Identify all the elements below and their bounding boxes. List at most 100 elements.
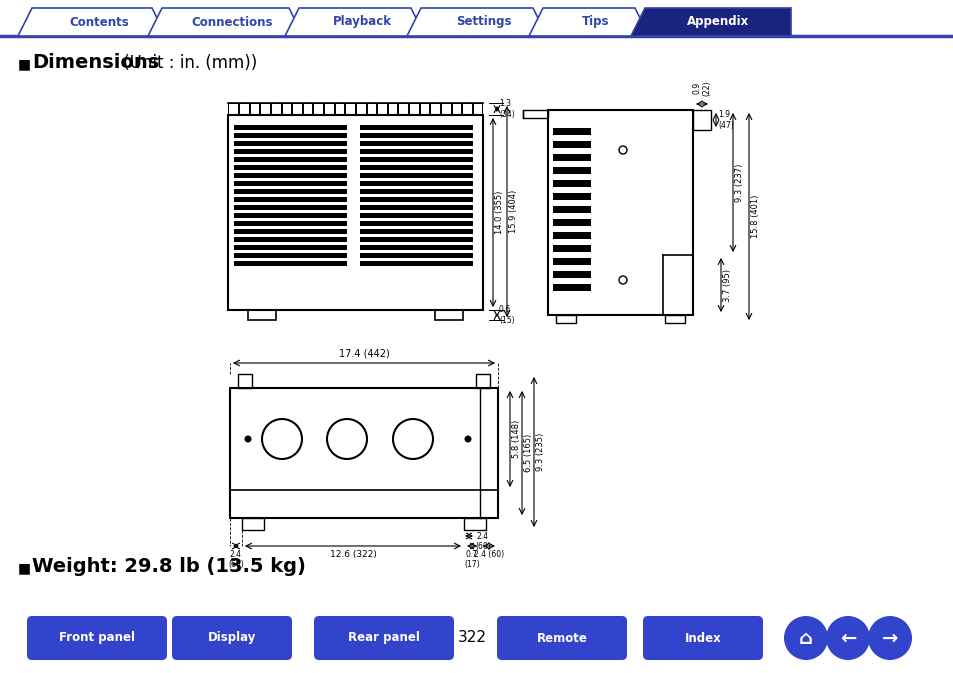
Bar: [359, 189, 473, 194]
Bar: [233, 221, 347, 226]
Bar: [345, 103, 355, 115]
Bar: [233, 205, 347, 210]
Text: →: →: [881, 629, 897, 647]
Bar: [292, 103, 301, 115]
Text: 3.7 (95): 3.7 (95): [722, 269, 731, 302]
Text: 5.8 (148): 5.8 (148): [512, 420, 520, 458]
Bar: [553, 141, 590, 148]
Bar: [260, 103, 270, 115]
Polygon shape: [529, 8, 648, 36]
Text: Playback: Playback: [333, 15, 391, 28]
Text: ■: ■: [18, 57, 31, 71]
Text: 12.6 (322): 12.6 (322): [329, 550, 376, 559]
Text: 0.9
(22): 0.9 (22): [692, 81, 711, 96]
Bar: [451, 103, 460, 115]
FancyBboxPatch shape: [27, 616, 167, 660]
FancyBboxPatch shape: [497, 616, 626, 660]
FancyBboxPatch shape: [314, 616, 454, 660]
Text: 14.0 (355): 14.0 (355): [495, 191, 503, 234]
Bar: [230, 388, 497, 518]
Polygon shape: [18, 8, 166, 36]
Bar: [233, 157, 347, 162]
Bar: [553, 219, 590, 226]
Bar: [553, 154, 590, 161]
Bar: [359, 157, 473, 162]
Text: ⌂: ⌂: [799, 629, 812, 647]
Text: Index: Index: [684, 631, 720, 645]
Bar: [440, 103, 450, 115]
Text: Remote: Remote: [536, 631, 587, 645]
Bar: [359, 181, 473, 186]
Bar: [553, 232, 590, 239]
Polygon shape: [407, 8, 546, 36]
FancyBboxPatch shape: [172, 616, 292, 660]
Bar: [233, 133, 347, 138]
Bar: [476, 374, 490, 388]
Bar: [430, 103, 439, 115]
Bar: [388, 103, 397, 115]
Bar: [355, 103, 365, 115]
Bar: [462, 103, 472, 115]
Bar: [553, 128, 590, 135]
Text: Dimensions: Dimensions: [32, 53, 159, 73]
Text: 15.8 (401): 15.8 (401): [750, 194, 760, 238]
Bar: [553, 193, 590, 200]
Text: 2.4
(60): 2.4 (60): [475, 532, 491, 551]
Bar: [664, 315, 684, 323]
Text: 0.7
(17): 0.7 (17): [464, 550, 479, 569]
Bar: [556, 315, 576, 323]
Bar: [463, 518, 485, 530]
Bar: [233, 173, 347, 178]
Bar: [359, 133, 473, 138]
Polygon shape: [285, 8, 424, 36]
Text: 0.6
(15): 0.6 (15): [498, 306, 514, 324]
Bar: [553, 284, 590, 291]
Text: Settings: Settings: [456, 15, 511, 28]
Bar: [553, 271, 590, 278]
Bar: [553, 245, 590, 252]
Bar: [359, 173, 473, 178]
Bar: [233, 213, 347, 218]
Bar: [473, 103, 482, 115]
Text: 17.4 (442): 17.4 (442): [338, 349, 389, 359]
Polygon shape: [148, 8, 303, 36]
Text: 6.5 (165): 6.5 (165): [523, 434, 533, 472]
Text: 2.4
(60): 2.4 (60): [228, 550, 244, 569]
Bar: [553, 258, 590, 265]
Bar: [271, 103, 280, 115]
Bar: [359, 237, 473, 242]
Bar: [359, 261, 473, 266]
Bar: [233, 261, 347, 266]
Bar: [314, 103, 323, 115]
Bar: [233, 245, 347, 250]
Circle shape: [244, 435, 252, 443]
Bar: [233, 181, 347, 186]
Circle shape: [867, 616, 911, 660]
Bar: [237, 374, 252, 388]
Text: 9.3 (235): 9.3 (235): [536, 433, 544, 471]
Text: 1.3
(34): 1.3 (34): [498, 100, 515, 118]
Bar: [553, 180, 590, 187]
Text: Rear panel: Rear panel: [348, 631, 419, 645]
Bar: [233, 237, 347, 242]
Bar: [359, 221, 473, 226]
Bar: [359, 253, 473, 258]
Polygon shape: [630, 8, 790, 36]
Bar: [547, 110, 692, 315]
Bar: [359, 141, 473, 146]
Bar: [522, 110, 547, 118]
Circle shape: [783, 616, 827, 660]
Text: 322: 322: [457, 631, 486, 645]
Text: Contents: Contents: [69, 15, 129, 28]
Bar: [302, 103, 313, 115]
Bar: [228, 115, 482, 310]
Bar: [324, 103, 334, 115]
Bar: [233, 165, 347, 170]
Bar: [233, 253, 347, 258]
Bar: [376, 103, 387, 115]
Text: Display: Display: [208, 631, 256, 645]
Text: Tips: Tips: [581, 15, 609, 28]
Text: (Unit : in. (mm)): (Unit : in. (mm)): [118, 54, 257, 72]
Bar: [335, 103, 344, 115]
Bar: [250, 103, 259, 115]
